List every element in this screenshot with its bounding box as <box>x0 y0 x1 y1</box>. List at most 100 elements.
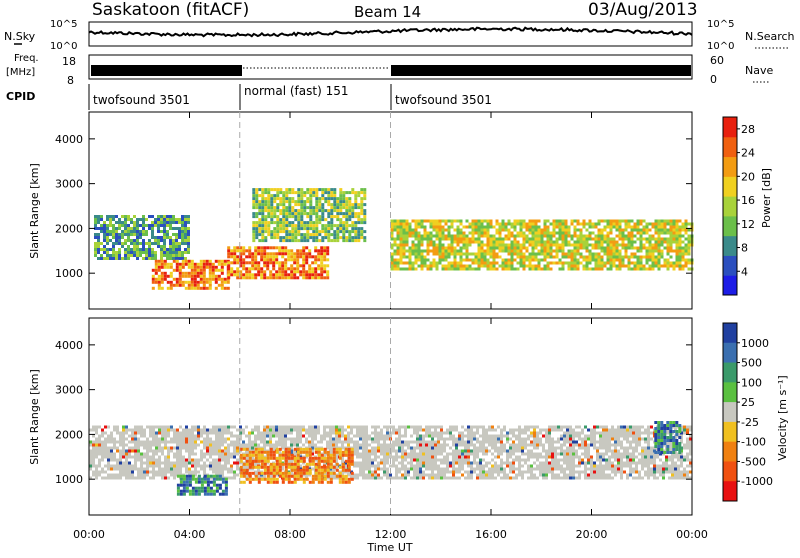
echo-cell <box>395 474 398 477</box>
echo-cell <box>137 438 140 441</box>
echo-cell <box>254 249 257 252</box>
echo-cell <box>296 264 299 267</box>
echo-cell <box>267 200 270 203</box>
echo-cell <box>377 441 380 444</box>
echo-cell <box>359 456 362 459</box>
echo-cell <box>559 268 562 271</box>
colorbar-tick-label: 20 <box>741 170 755 183</box>
echo-cell <box>526 241 529 244</box>
echo-cell <box>374 450 377 453</box>
echo-cell <box>221 432 224 435</box>
echo-cell <box>559 262 562 265</box>
echo-cell <box>152 453 155 456</box>
echo-cell <box>305 255 308 258</box>
echo-cell <box>488 468 491 471</box>
echo-cell <box>275 258 278 261</box>
echo-cell <box>464 477 467 480</box>
echo-cell <box>176 471 179 474</box>
echo-cell <box>442 256 445 259</box>
echo-cell <box>272 429 275 432</box>
echo-cell <box>306 224 309 227</box>
echo-cell <box>380 447 383 450</box>
echo-cell <box>194 426 197 429</box>
echo-cell <box>327 236 330 239</box>
echo-cell <box>181 257 184 260</box>
echo-cell <box>499 229 502 232</box>
echo-cell <box>467 474 470 477</box>
echo-cell <box>318 209 321 212</box>
echo-cell <box>333 191 336 194</box>
echo-cell <box>287 429 290 432</box>
echo-cell <box>548 462 551 465</box>
echo-cell <box>529 229 532 232</box>
echo-cell <box>655 241 658 244</box>
echo-cell <box>392 459 395 462</box>
echo-cell <box>412 232 415 235</box>
echo-cell <box>270 203 273 206</box>
echo-cell <box>455 441 458 444</box>
echo-cell <box>175 239 178 242</box>
echo-cell <box>436 265 439 268</box>
echo-cell <box>493 247 496 250</box>
echo-cell <box>437 468 440 471</box>
echo-cell <box>481 235 484 238</box>
echo-cell <box>490 265 493 268</box>
echo-cell <box>443 444 446 447</box>
echo-cell <box>545 429 548 432</box>
echo-cell <box>178 248 181 251</box>
echo-cell <box>458 477 461 480</box>
echo-cell <box>133 239 136 242</box>
echo-cell <box>161 471 164 474</box>
echo-cell <box>209 269 212 272</box>
echo-cell <box>628 244 631 247</box>
echo-cell <box>218 429 221 432</box>
echo-cell <box>146 441 149 444</box>
echo-cell <box>404 441 407 444</box>
echo-cell <box>545 432 548 435</box>
echo-cell <box>287 267 290 270</box>
echo-cell <box>470 450 473 453</box>
echo-cell <box>598 244 601 247</box>
echo-cell <box>547 241 550 244</box>
echo-cell <box>478 244 481 247</box>
echo-cell <box>203 429 206 432</box>
echo-cell <box>215 435 218 438</box>
echo-cell <box>490 268 493 271</box>
echo-cell <box>451 265 454 268</box>
echo-cell <box>279 191 282 194</box>
echo-cell <box>616 268 619 271</box>
echo-cell <box>368 462 371 465</box>
echo-cell <box>299 273 302 276</box>
echo-cell <box>257 429 260 432</box>
echo-cell <box>167 441 170 444</box>
echo-cell <box>281 267 284 270</box>
echo-cell <box>297 221 300 224</box>
echo-cell <box>574 229 577 232</box>
echo-cell <box>580 235 583 238</box>
echo-cell <box>112 224 115 227</box>
echo-cell <box>610 262 613 265</box>
echo-cell <box>276 236 279 239</box>
echo-cell <box>291 236 294 239</box>
echo-cell <box>305 276 308 279</box>
echo-cell <box>479 465 482 468</box>
echo-cell <box>524 438 527 441</box>
echo-cell <box>685 250 688 253</box>
echo-cell <box>324 218 327 221</box>
echo-cell <box>439 256 442 259</box>
echo-cell <box>154 221 157 224</box>
echo-cell <box>326 435 329 438</box>
echo-cell <box>670 238 673 241</box>
echo-cell <box>306 212 309 215</box>
echo-cell <box>500 447 503 450</box>
echo-cell <box>494 429 497 432</box>
echo-cell <box>215 432 218 435</box>
echo-cell <box>418 238 421 241</box>
power-echoes <box>94 188 694 290</box>
echo-cell <box>664 223 667 226</box>
echo-cell <box>143 447 146 450</box>
echo-cell <box>413 465 416 468</box>
echo-cell <box>139 254 142 257</box>
echo-cell <box>261 188 264 191</box>
echo-cell <box>330 224 333 227</box>
